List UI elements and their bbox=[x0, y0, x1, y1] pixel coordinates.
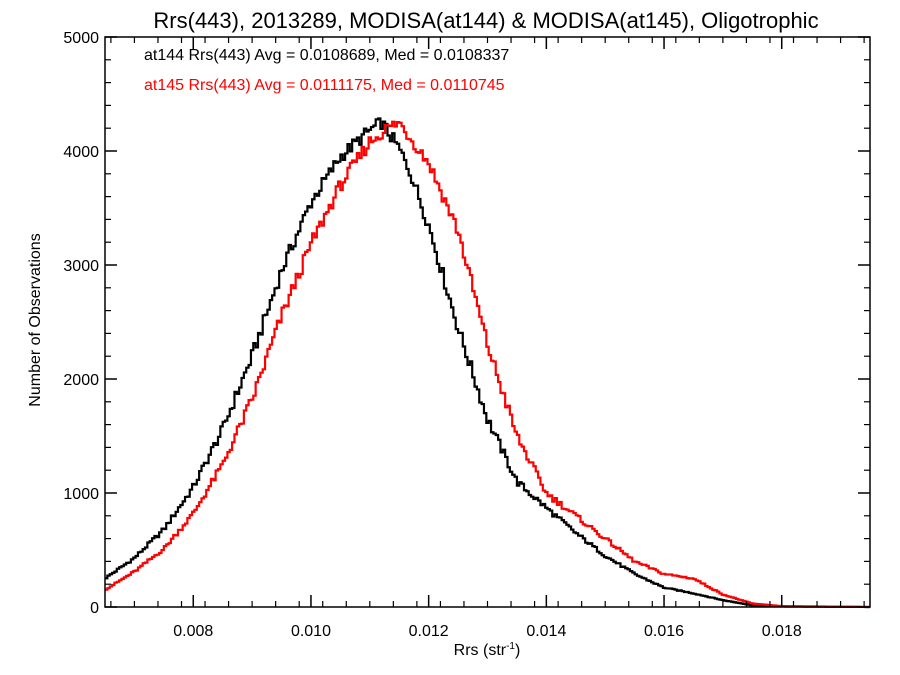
x-axis-label: Rrs (str-1) bbox=[454, 641, 521, 659]
plot-frame bbox=[104, 36, 871, 608]
y-tick-label: 1000 bbox=[63, 486, 99, 503]
x-axis-label-sup: -1 bbox=[506, 641, 515, 652]
x-tick-label: 0.016 bbox=[644, 623, 684, 640]
chart-title: Rrs(443), 2013289, MODISA(at144) & MODIS… bbox=[153, 8, 818, 33]
series-layer bbox=[105, 117, 870, 609]
x-axis-label-close: ) bbox=[515, 642, 520, 659]
legend-entry-at144: at144 Rrs(443) Avg = 0.0108689, Med = 0.… bbox=[144, 47, 509, 64]
axis-layer: 0.008 0.010 0.012 0.014 0.016 0.018 0 1000 2000 3… bbox=[63, 30, 870, 640]
series-line-1 bbox=[105, 120, 870, 609]
y-tick-label: 0 bbox=[90, 600, 99, 617]
x-axis-label-main: Rrs (str bbox=[454, 642, 507, 659]
series-line-0 bbox=[105, 117, 870, 609]
x-tick-label: 0.018 bbox=[762, 623, 802, 640]
y-tick-label: 2000 bbox=[63, 372, 99, 389]
legend-entry-at145: at145 Rrs(443) Avg = 0.0111175, Med = 0.… bbox=[144, 77, 505, 94]
x-tick-label: 0.014 bbox=[526, 623, 566, 640]
y-tick-label: 3000 bbox=[63, 258, 99, 275]
y-axis-label: Number of Observations bbox=[27, 233, 44, 406]
x-tick-label: 0.008 bbox=[173, 623, 213, 640]
y-tick-label: 4000 bbox=[63, 144, 99, 161]
y-tick-label: 5000 bbox=[63, 30, 99, 47]
x-tick-label: 0.012 bbox=[409, 623, 449, 640]
x-tick-label: 0.010 bbox=[291, 623, 331, 640]
